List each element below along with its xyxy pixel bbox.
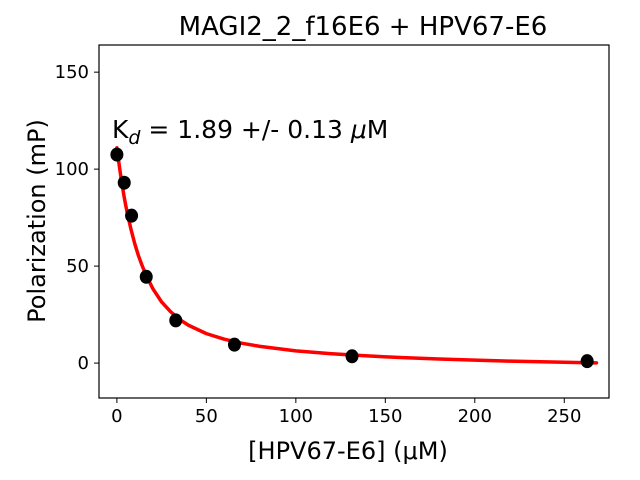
x-tick-label: 100	[279, 406, 313, 427]
data-point	[110, 147, 124, 162]
y-axis: 0 50 100 150	[55, 62, 99, 374]
data-point	[227, 337, 241, 352]
data-point	[345, 349, 359, 364]
x-axis: 0 50 100 150 200 250	[111, 398, 581, 427]
kd-annotation: Kd = 1.89 +/- 0.13 μM	[112, 115, 388, 149]
x-tick-label: 50	[195, 406, 218, 427]
data-point	[125, 208, 139, 223]
kd-mu: μ	[350, 115, 367, 144]
y-axis-label: Polarization (mP)	[23, 119, 51, 323]
data-point	[169, 313, 183, 328]
x-tick-label: 150	[368, 406, 402, 427]
x-tick-label: 200	[458, 406, 492, 427]
x-tick-label: 250	[547, 406, 581, 427]
kd-value: = 1.89 +/- 0.13	[140, 115, 350, 144]
y-tick-label: 100	[55, 159, 89, 180]
y-tick-label: 150	[55, 62, 89, 83]
fit-curve	[115, 146, 599, 365]
kd-prefix: K	[112, 115, 129, 144]
data-point	[139, 269, 153, 284]
x-axis-label: [HPV67-E6] (μM)	[248, 437, 448, 465]
x-tick-label: 0	[111, 406, 122, 427]
kd-subscript: d	[128, 127, 141, 149]
y-tick-label: 0	[78, 353, 89, 374]
plot-frame	[98, 44, 610, 399]
chart-title: MAGI2_2_f16E6 + HPV67-E6	[179, 12, 548, 42]
y-tick-label: 50	[66, 256, 89, 277]
kd-unit: M	[367, 115, 389, 144]
data-point	[117, 175, 131, 190]
data-point	[580, 354, 594, 369]
plot-area	[110, 146, 599, 369]
